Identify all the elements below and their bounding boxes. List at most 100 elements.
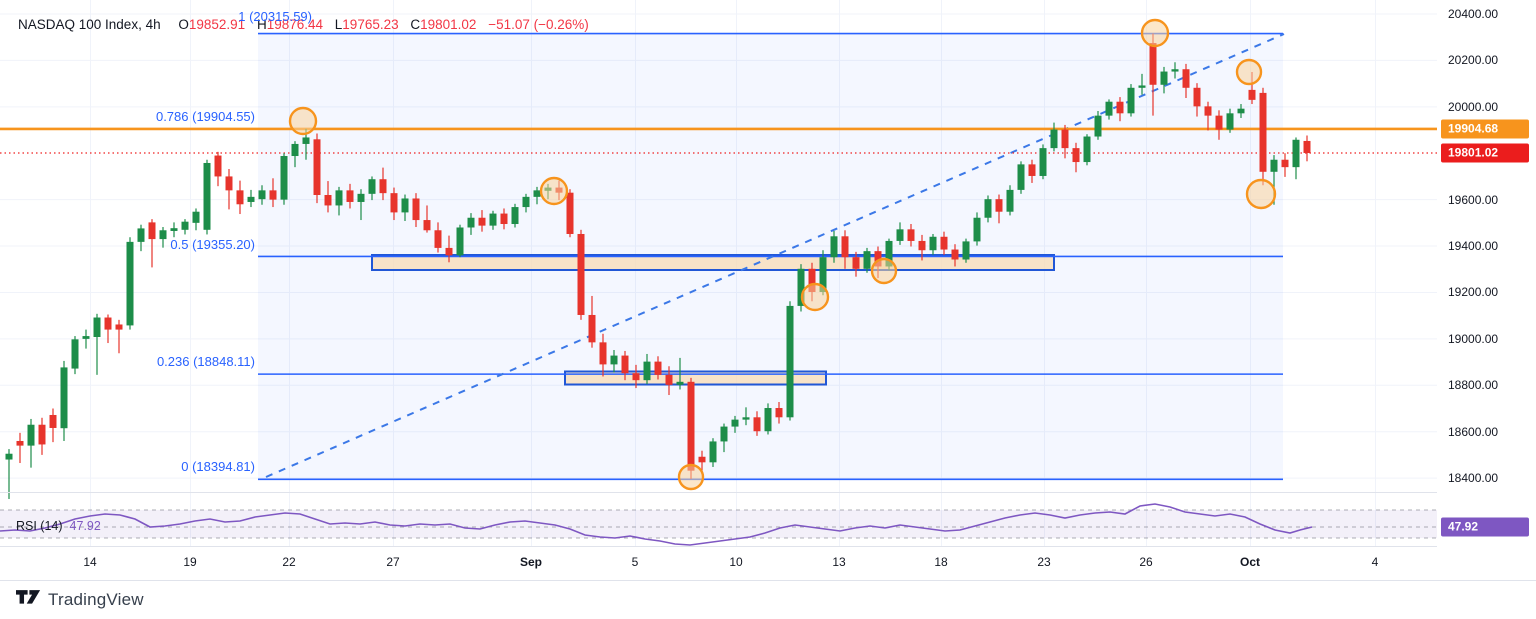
high-value: 19876.44 [266,17,324,32]
fib-level-label: 0.236 (18848.11) [156,354,255,369]
candle-body-down [1116,101,1124,114]
candle-body-up [489,213,497,226]
candle-body-up [170,228,178,231]
candle-body-down [324,194,332,206]
candle-body-down [1182,69,1190,88]
candle-body-down [445,247,453,256]
candle-body-down [423,220,431,231]
candle-body-up [929,236,937,251]
highlight-circle[interactable] [800,282,830,312]
highlight-circle[interactable] [1245,178,1277,210]
rsi-value: 47.92 [69,519,101,533]
candle-body-down [995,199,1003,212]
candle-body-down [16,440,24,446]
trendline-dashed[interactable] [265,33,1285,478]
candle-body-down [588,314,596,343]
price-tick-label: 20400.00 [1448,7,1499,21]
candle-body-up [610,355,618,365]
symbol-title[interactable]: NASDAQ 100 Index, 4h [18,17,161,32]
candle-body-down [1281,159,1289,168]
candle-body-up [1160,71,1168,85]
candle-body-up [731,419,739,427]
candle-body-up [511,207,519,225]
candle-body-down [1215,115,1223,130]
candle-body-down [654,361,662,375]
candle-body-up [1127,87,1135,114]
time-tick-label: 10 [729,555,743,569]
highlight-circle[interactable] [677,463,705,491]
price-tick-label: 18600.00 [1448,424,1499,439]
rsi-legend[interactable]: RSI (14) 47.92 [16,519,101,533]
price-tick-label: 18400.00 [1448,471,1499,486]
candle-body-up [676,381,684,385]
candle-body-down [1193,87,1201,107]
tradingview-logo-icon [16,590,41,604]
candle-body-up [1237,108,1245,114]
time-tick-label: 13 [832,555,846,569]
high-label: H [256,17,267,32]
candle-body-down [412,198,420,221]
low-value: 19765.23 [342,17,399,32]
candle-body-up [247,196,255,202]
candle-body-up [1006,189,1014,212]
candle-body-up [797,268,805,306]
candle-body-up [137,228,145,242]
candle-body-down [478,217,486,226]
candle-body-down [38,424,46,445]
candle-body-down [225,176,233,191]
price-tick-label: 19000.00 [1448,331,1499,346]
candle-body-down [1259,92,1267,172]
candle-body-up [82,336,90,339]
candle-body-down [808,268,816,292]
time-scale[interactable]: 14 19 22 27 Sep 5 10 13 18 23 26 Oct 4 [0,547,1437,580]
tradingview-logo[interactable]: TradingView [16,589,144,611]
candle-body-down [313,139,321,195]
candle-body-down [1149,43,1157,85]
time-tick-label: Sep [519,555,543,569]
candle-body-down [1028,164,1036,176]
candle-body-up [126,241,134,326]
candle-body-down [566,192,574,234]
candle-body-up [742,417,750,420]
candle-body-down [907,229,915,241]
fib-level-label: 0.5 (19355.20) [170,237,255,252]
candle-body-up [1171,69,1179,72]
close-label: C [410,17,421,32]
highlight-circle[interactable] [1235,58,1263,86]
candle-body-down [1303,140,1311,153]
candle-body-down [698,456,706,463]
candle-body-down [148,222,156,240]
fib-level-label: 0 (18394.81) [181,459,255,474]
time-tick-label: 19 [183,555,197,569]
time-tick-label: 27 [386,555,400,569]
open-value: 19852.91 [188,17,246,32]
candle-body-up [1138,85,1146,88]
candle-body-down [621,355,629,374]
highlight-circle[interactable] [1140,18,1170,48]
candle-body-down [115,324,123,330]
rsi-line[interactable] [0,503,1313,546]
highlight-circle[interactable] [288,106,318,136]
candle-body-up [5,453,13,460]
time-tick-label: 14 [83,555,97,569]
highlight-circle[interactable] [539,176,569,206]
candle-body-down [379,179,387,194]
candle-body-down [269,190,277,200]
candle-body-up [192,211,200,223]
time-tick-label: 4 [1371,555,1379,569]
candle-body-up [643,361,651,381]
candle-body-down [874,251,882,267]
alert-price-label: 19904.68 [1441,119,1529,139]
highlight-circle[interactable] [870,257,898,285]
low-label: L [334,17,343,32]
price-scale[interactable]: 20400.00 20200.00 20000.00 19600.00 19400.00… [1437,0,1536,580]
symbol-legend[interactable]: NASDAQ 100 Index, 4h O19852.91 H19876.44… [18,17,589,32]
chart-canvas[interactable] [0,0,1536,582]
candle-body-down [1061,129,1069,149]
candle-body-down [236,190,244,205]
candle-body-up [291,143,299,157]
candle-body-down [1204,106,1212,116]
price-tick-label: 20200.00 [1448,53,1499,68]
candle-body-up [258,190,266,200]
